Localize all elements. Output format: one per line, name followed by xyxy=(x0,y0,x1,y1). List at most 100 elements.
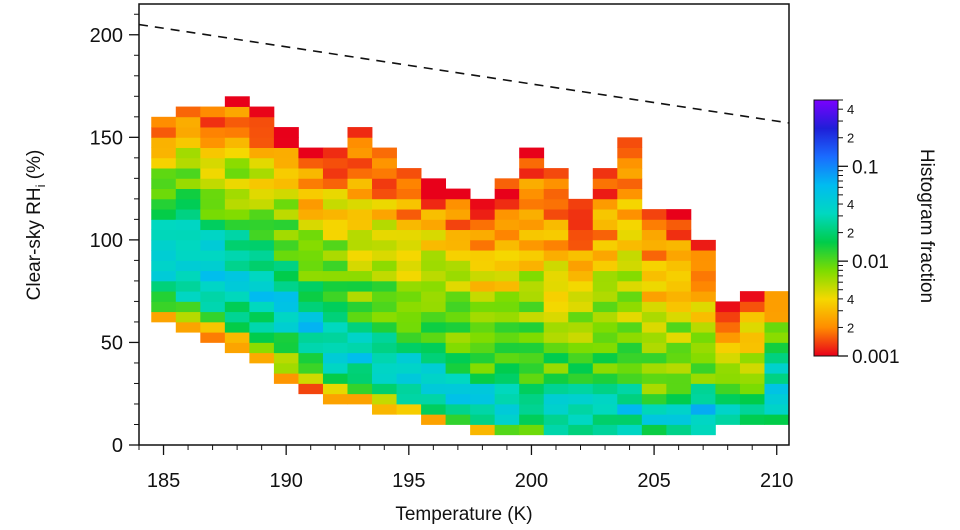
heatmap-cell xyxy=(372,239,397,251)
heatmap-cell xyxy=(372,157,397,169)
heatmap-cell xyxy=(445,383,471,395)
heatmap-cell xyxy=(494,321,520,333)
heatmap-cell xyxy=(690,342,716,354)
heatmap-cell xyxy=(739,291,765,302)
heatmap-cell xyxy=(445,362,471,374)
heatmap-cell xyxy=(322,332,348,343)
heatmap-cell xyxy=(372,260,397,272)
heatmap-cell xyxy=(322,168,348,179)
heatmap-cell xyxy=(519,301,545,313)
heatmap-cell xyxy=(445,373,471,384)
heatmap-cell xyxy=(568,424,594,436)
heatmap-cell xyxy=(224,301,250,313)
heatmap-cell xyxy=(372,362,397,374)
heatmap-cell xyxy=(568,239,594,251)
heatmap-cell xyxy=(372,301,397,313)
heatmap-cell xyxy=(200,250,226,261)
heatmap-cell xyxy=(347,209,373,220)
heatmap-cell xyxy=(543,321,569,333)
heatmap-cell xyxy=(617,311,643,323)
heatmap-cell xyxy=(396,209,422,220)
heatmap-cell xyxy=(592,239,618,251)
colorbar: 0.001 0.01 0.1 2 4 2 4 2 4 xyxy=(813,99,900,368)
heatmap-cell xyxy=(372,280,397,292)
heatmap-cell xyxy=(298,321,324,333)
heatmap-cell xyxy=(249,311,275,323)
heatmap-cell xyxy=(249,127,275,138)
heatmap-cell xyxy=(739,383,765,395)
heatmap-cell xyxy=(175,147,201,159)
heatmap-cell xyxy=(200,168,226,179)
heatmap-cell xyxy=(519,291,545,302)
heatmap-cell xyxy=(543,229,569,241)
heatmap-cell xyxy=(494,219,520,231)
heatmap-cell xyxy=(445,414,471,425)
heatmap-cell xyxy=(543,393,569,405)
heatmap-cell xyxy=(249,352,275,364)
heatmap-cell xyxy=(519,393,545,405)
heatmap-cell xyxy=(421,332,447,343)
heatmap-cell xyxy=(273,239,299,251)
heatmap-cell xyxy=(445,301,471,313)
heatmap-cell xyxy=(298,188,324,200)
heatmap-cell xyxy=(494,403,520,415)
x-axis: 185 190 195 200 205 210 xyxy=(138,445,793,492)
heatmap-cell xyxy=(347,301,373,313)
heatmap-cell xyxy=(175,321,201,333)
heatmap-cell xyxy=(715,332,741,343)
heatmap-cell xyxy=(396,373,422,384)
heatmap-cell xyxy=(322,260,348,272)
heatmap-cell xyxy=(617,260,643,272)
heatmap-cell xyxy=(273,127,299,138)
heatmap-cell xyxy=(298,311,324,323)
heatmap-cell xyxy=(543,403,569,415)
heatmap-cell xyxy=(273,291,299,302)
heatmap-cell xyxy=(200,280,226,292)
heatmap-cell xyxy=(568,414,594,425)
heatmap-cell xyxy=(396,301,422,313)
heatmap-cell xyxy=(421,342,447,354)
heatmap-cell xyxy=(322,280,348,292)
heatmap-cell xyxy=(690,332,716,343)
heatmap-cell xyxy=(249,116,275,128)
heatmap-cell xyxy=(470,352,496,364)
heatmap-cell xyxy=(470,291,496,302)
heatmap-cell xyxy=(592,342,618,354)
y-tick-label: 150 xyxy=(90,127,123,149)
heatmap-cell xyxy=(543,342,569,354)
heatmap-cell xyxy=(519,362,545,374)
heatmap-cell xyxy=(764,373,789,384)
heatmap-cell xyxy=(421,280,447,292)
heatmap-cell xyxy=(494,280,520,292)
reference-line-group xyxy=(139,23,789,124)
heatmap-cell xyxy=(592,414,618,425)
heatmap-cell xyxy=(568,260,594,272)
heatmap-cell xyxy=(690,383,716,395)
heatmap-cell xyxy=(494,352,520,364)
heatmap-cell xyxy=(592,403,618,415)
heatmap-cell xyxy=(445,393,471,405)
heatmap-cell xyxy=(445,321,471,333)
heatmap-cell xyxy=(470,362,496,374)
heatmap-cell xyxy=(519,424,545,436)
heatmap-cell xyxy=(151,178,177,190)
heatmap-cell xyxy=(347,362,373,374)
heatmap-cell xyxy=(445,239,471,251)
heatmap-cell xyxy=(715,321,741,333)
heatmap-cell xyxy=(273,178,299,190)
colorbar-major-label: 0.01 xyxy=(852,252,889,273)
heatmap-cell xyxy=(666,332,692,343)
heatmap-cell xyxy=(224,280,250,292)
heatmap-cell xyxy=(396,260,422,272)
heatmap-cell xyxy=(249,229,275,241)
heatmap-cell xyxy=(372,311,397,323)
heatmap-cell xyxy=(470,229,496,241)
heatmap-cell xyxy=(641,229,667,241)
heatmap-cell xyxy=(617,403,643,415)
heatmap-cell xyxy=(592,198,618,210)
heatmap-cell xyxy=(298,229,324,241)
heatmap-cell xyxy=(347,147,373,159)
heatmap-cell xyxy=(519,321,545,333)
heatmap-cell xyxy=(322,250,348,261)
heatmap-cell xyxy=(421,393,447,405)
